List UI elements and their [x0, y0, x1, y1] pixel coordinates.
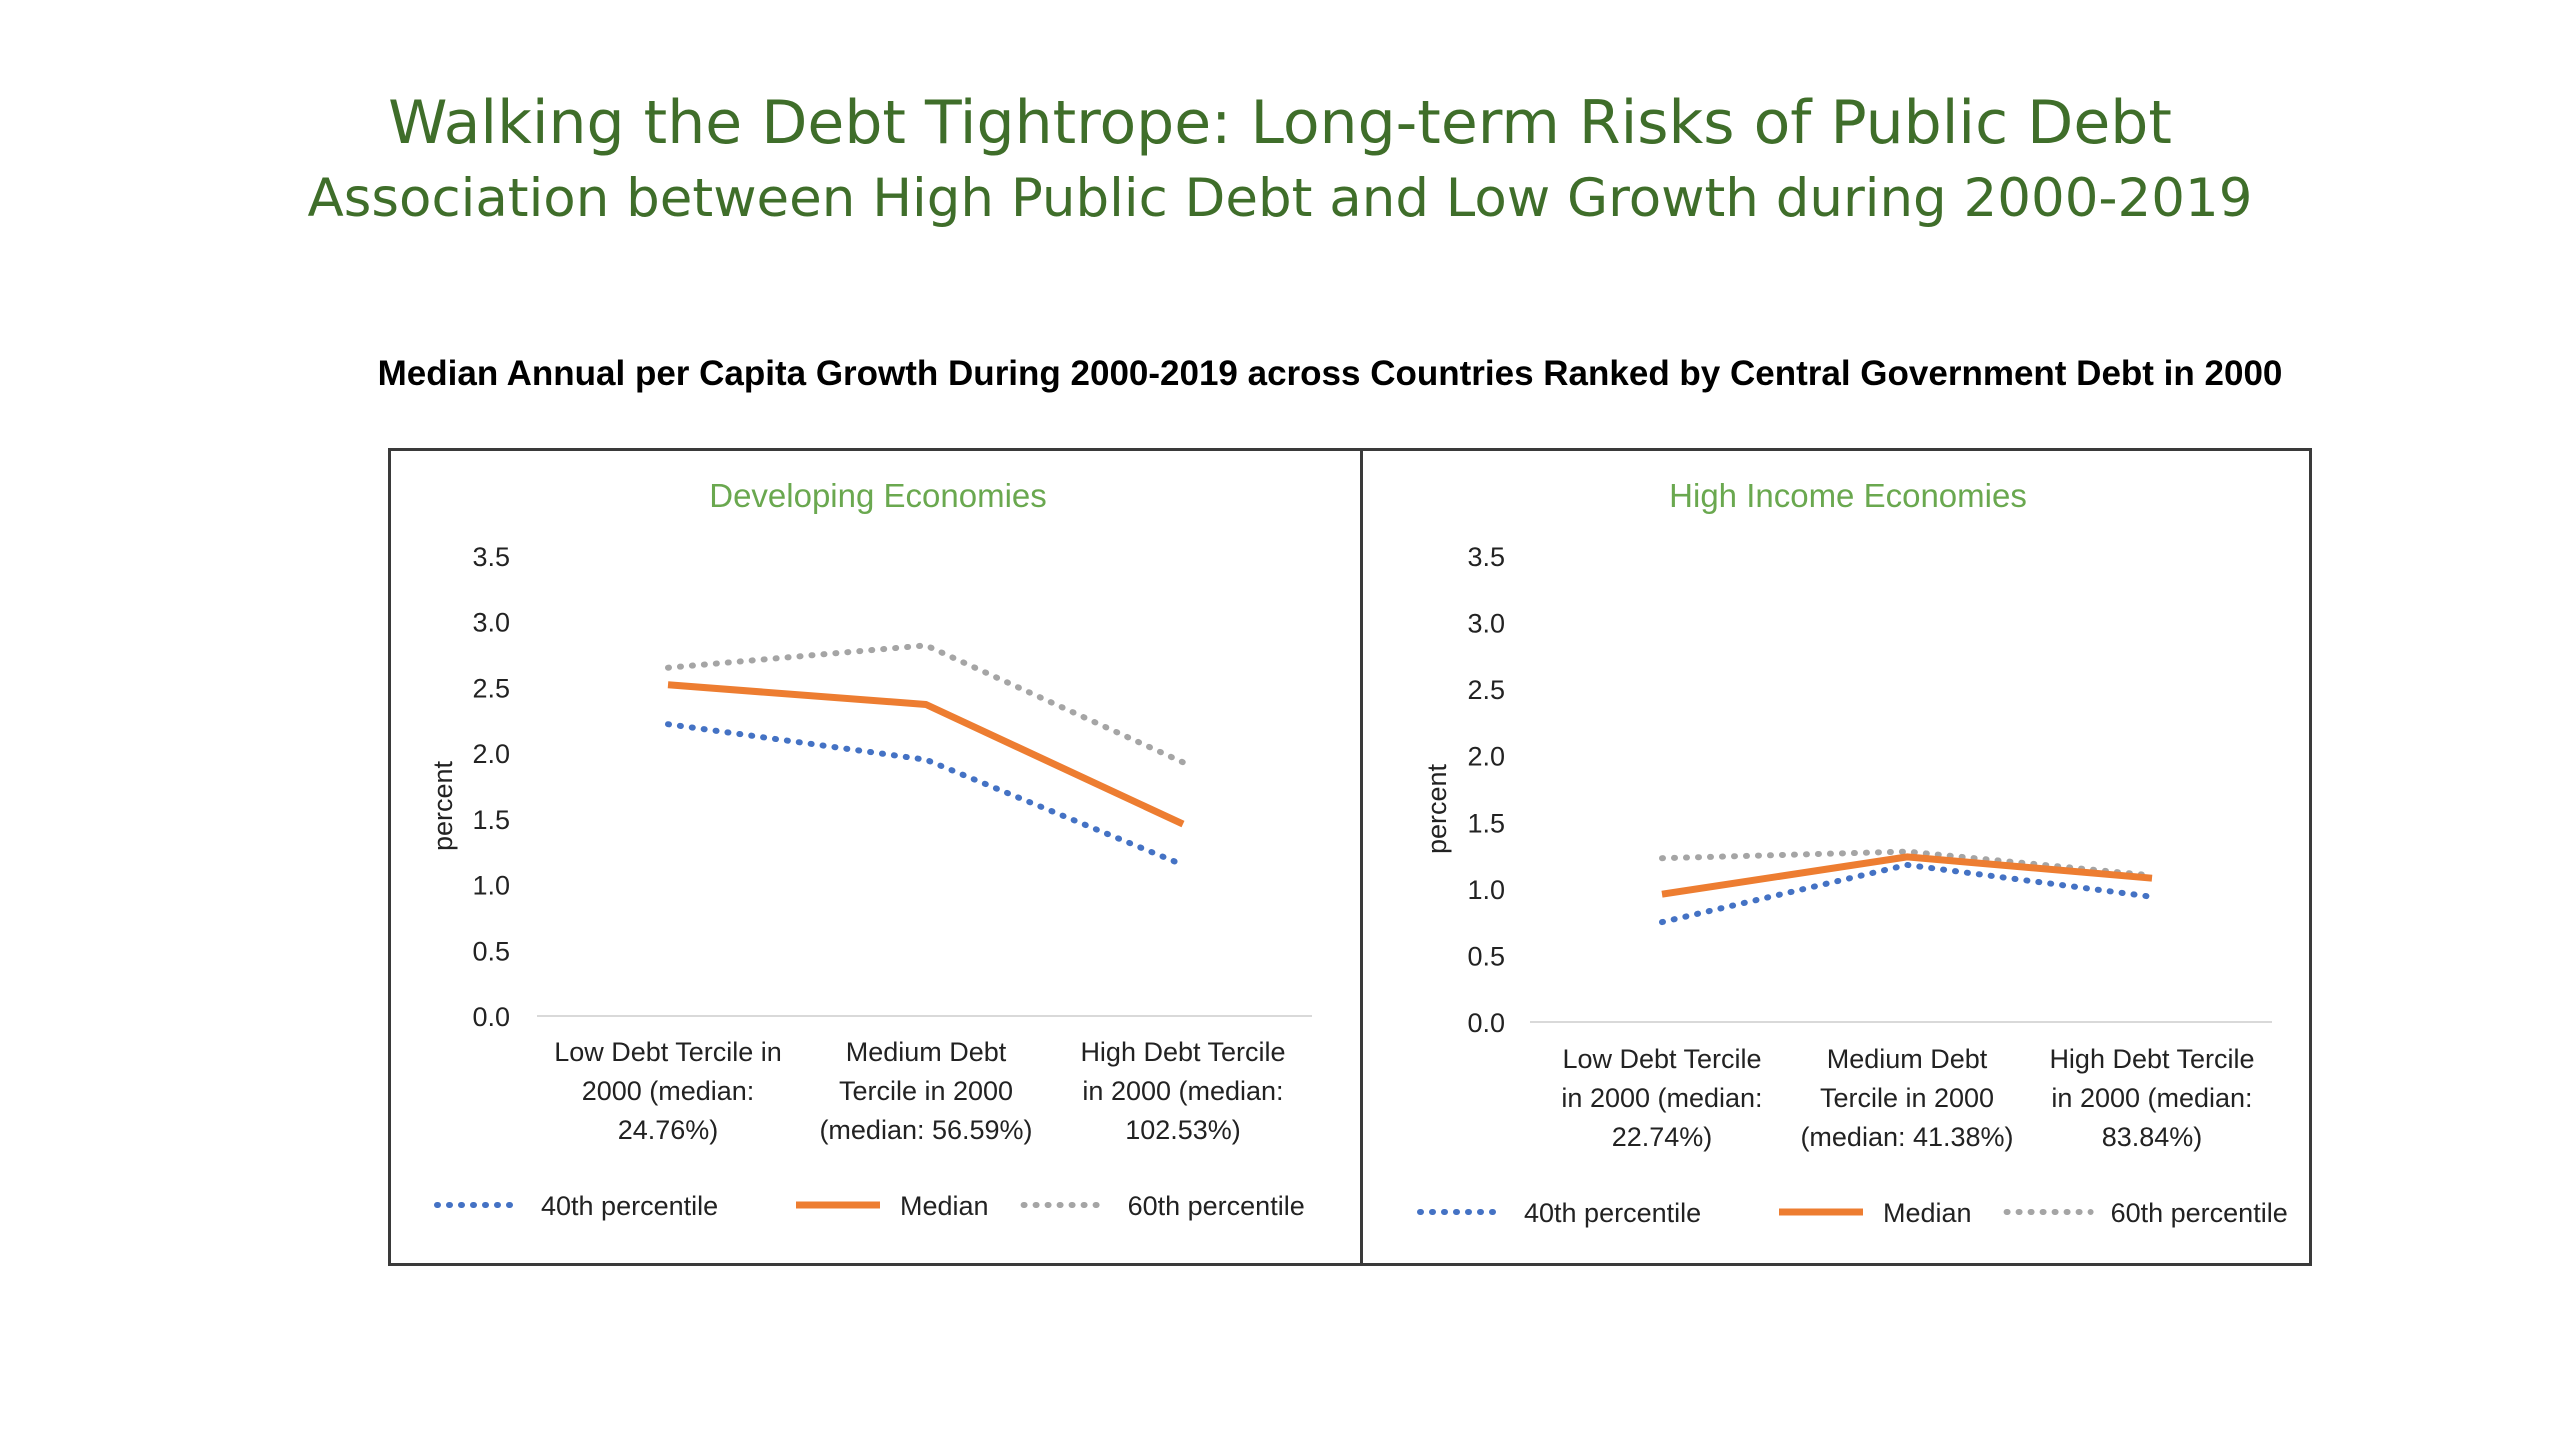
series-line-40th-percentile	[665, 721, 1186, 868]
y-axis-label: percent	[1422, 763, 1452, 854]
x-category-label-line: 83.84%)	[2102, 1122, 2203, 1152]
chart-heading: Median Annual per Capita Growth During 2…	[377, 354, 2283, 393]
x-category-label-line: Tercile in 2000	[839, 1076, 1013, 1106]
x-category-label-line: 102.53%)	[1125, 1115, 1241, 1145]
panel-title: Developing Economies	[709, 477, 1047, 514]
x-category-label-line: (median: 56.59%)	[819, 1115, 1032, 1145]
y-tick-label: 2.0	[1467, 742, 1505, 772]
x-category-label-line: Medium Debt	[1827, 1044, 1988, 1074]
x-category-label-line: 2000 (median:	[582, 1076, 755, 1106]
legend-label: 40th percentile	[1524, 1198, 1701, 1228]
legend-label: Median	[1883, 1198, 1972, 1228]
y-tick-label: 3.0	[1467, 609, 1505, 639]
series-line-60th-percentile	[665, 642, 1186, 766]
x-category-label: Medium Debt Tercile in 2000 (median: 56.59…	[819, 1037, 1032, 1145]
y-tick-label: 3.5	[472, 542, 510, 572]
slide-title: Walking the Debt Tightrope: Long-term Ri…	[388, 88, 2172, 158]
y-tick-label: 2.0	[472, 739, 510, 769]
y-tick-label: 2.5	[472, 673, 510, 703]
x-category-label-line: in 2000 (median:	[1561, 1083, 1762, 1113]
x-category-label-line: High Debt Tercile	[2049, 1044, 2254, 1074]
panel-title: High Income Economies	[1669, 477, 2027, 514]
x-category-label-line: 22.74%)	[1612, 1122, 1713, 1152]
y-tick-label: 1.5	[1467, 808, 1505, 838]
legend-label: 40th percentile	[541, 1191, 718, 1221]
x-category-label: High Debt Tercile in 2000 (median: 83.84%)	[2049, 1044, 2254, 1152]
x-category-label-line: (median: 41.38%)	[1800, 1122, 2013, 1152]
legend-label: 60th percentile	[2111, 1198, 2288, 1228]
series-line-60th-percentile	[1659, 848, 2155, 879]
x-category-label: Low Debt Tercile in 2000 (median: 24.76%)	[554, 1037, 782, 1145]
x-category-label-line: High Debt Tercile	[1080, 1037, 1285, 1067]
y-tick-label: 0.5	[1467, 941, 1505, 971]
slide-subtitle: Association between High Public Debt and…	[307, 168, 2253, 229]
x-category-label-line: in 2000 (median:	[2051, 1083, 2252, 1113]
legend-label: 60th percentile	[1128, 1191, 1305, 1221]
x-category-label-line: Tercile in 2000	[1820, 1083, 1994, 1113]
chart-frame	[388, 448, 2312, 1266]
x-category-label-line: in 2000 (median:	[1082, 1076, 1283, 1106]
y-tick-label: 1.0	[472, 871, 510, 901]
x-category-label-line: Low Debt Tercile	[1562, 1044, 1761, 1074]
series-line-median	[1661, 853, 2153, 898]
legend-label: Median	[900, 1191, 989, 1221]
x-category-label-line: Low Debt Tercile in	[554, 1037, 782, 1067]
y-tick-label: 2.5	[1467, 675, 1505, 705]
x-category-label: Low Debt Tercile in 2000 (median: 22.74%)	[1561, 1044, 1762, 1152]
y-tick-label: 3.0	[472, 608, 510, 638]
chart-divider	[1360, 448, 1363, 1266]
x-category-label-line: 24.76%)	[618, 1115, 719, 1145]
series-line-median	[667, 681, 1185, 828]
x-category-label: High Debt Tercile in 2000 (median: 102.53%…	[1080, 1037, 1285, 1145]
x-category-label-line: Medium Debt	[846, 1037, 1007, 1067]
y-tick-label: 1.0	[1467, 875, 1505, 905]
y-tick-label: 0.0	[1467, 1008, 1505, 1038]
y-tick-label: 0.0	[472, 1002, 510, 1032]
series-line-40th-percentile	[1659, 861, 2155, 926]
y-tick-label: 3.5	[1467, 542, 1505, 572]
y-axis-label: percent	[428, 760, 458, 851]
y-tick-label: 0.5	[472, 936, 510, 966]
x-category-label: Medium Debt Tercile in 2000 (median: 41.38…	[1800, 1044, 2013, 1152]
y-tick-label: 1.5	[472, 805, 510, 835]
